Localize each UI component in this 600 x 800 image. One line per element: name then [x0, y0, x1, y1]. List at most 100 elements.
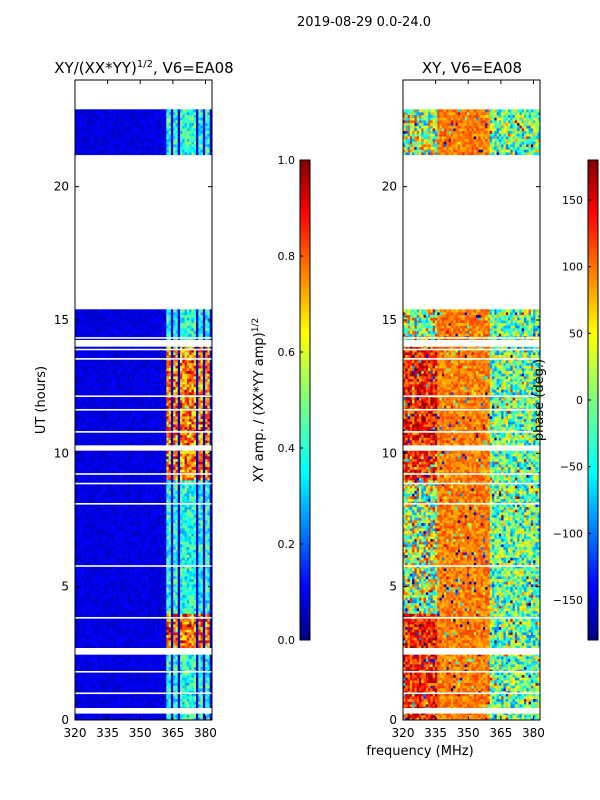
- heatmap-cell: [107, 680, 110, 683]
- heatmap-cell: [166, 661, 169, 664]
- heatmap-cell: [182, 613, 185, 616]
- heatmap-cell: [196, 632, 199, 635]
- heatmap-cell: [189, 656, 192, 659]
- heatmap-cell: [180, 664, 183, 667]
- heatmap-cell: [132, 632, 135, 635]
- heatmap-cell: [146, 637, 149, 640]
- heatmap-cell: [132, 624, 135, 627]
- heatmap-cell: [96, 627, 99, 630]
- heatmap-cell: [205, 637, 208, 640]
- heatmap-cell: [77, 624, 80, 627]
- heatmap-cell: [121, 656, 124, 659]
- heatmap-cell: [144, 619, 147, 622]
- heatmap-cell: [164, 656, 167, 659]
- heatmap-cell: [82, 688, 85, 691]
- heatmap-cell: [128, 656, 131, 659]
- heatmap-cell: [180, 627, 183, 630]
- heatmap-cell: [159, 683, 162, 686]
- heatmap-cell: [185, 715, 188, 718]
- heatmap-cell: [194, 715, 197, 718]
- heatmap-cell: [132, 704, 135, 707]
- heatmap-cell: [171, 621, 174, 624]
- heatmap-cell: [98, 688, 101, 691]
- heatmap-cell: [180, 715, 183, 718]
- heatmap-cell: [132, 627, 135, 630]
- heatmap-cell: [141, 685, 144, 688]
- heatmap-cell: [137, 659, 140, 662]
- heatmap-cell: [128, 632, 131, 635]
- heatmap-cell: [98, 704, 101, 707]
- heatmap-cell: [148, 664, 151, 667]
- heatmap-cell: [114, 627, 117, 630]
- heatmap-cell: [132, 664, 135, 667]
- heatmap-cell: [164, 624, 167, 627]
- heatmap-cell: [89, 619, 92, 622]
- heatmap-cell: [80, 656, 83, 659]
- heatmap-cell: [98, 664, 101, 667]
- heatmap-cell: [153, 627, 156, 630]
- heatmap-cell: [187, 683, 190, 686]
- heatmap-cell: [134, 629, 137, 632]
- heatmap-cell: [171, 629, 174, 632]
- heatmap-cell: [77, 635, 80, 638]
- heatmap-cell: [157, 629, 160, 632]
- heatmap-cell: [171, 611, 174, 614]
- heatmap-cell: [185, 667, 188, 670]
- heatmap-cell: [93, 611, 96, 614]
- heatmap-cell: [164, 629, 167, 632]
- heatmap-cell: [159, 696, 162, 699]
- heatmap-cell: [114, 619, 117, 622]
- heatmap-cell: [201, 683, 204, 686]
- heatmap-cell: [130, 667, 133, 670]
- heatmap-cell: [175, 643, 178, 646]
- heatmap-cell: [128, 701, 131, 704]
- heatmap-cell: [114, 613, 117, 616]
- heatmap-cell: [105, 632, 108, 635]
- heatmap-cell: [132, 699, 135, 702]
- heatmap-cell: [178, 637, 181, 640]
- heatmap-cell: [201, 677, 204, 680]
- heatmap-cell: [112, 688, 115, 691]
- heatmap-cell: [189, 640, 192, 643]
- heatmap-cell: [109, 675, 112, 678]
- heatmap-cell: [182, 635, 185, 638]
- heatmap-cell: [150, 704, 153, 707]
- heatmap-cell: [191, 645, 194, 648]
- heatmap-cell: [137, 680, 140, 683]
- heatmap-cell: [80, 608, 83, 611]
- heatmap-cell: [205, 632, 208, 635]
- heatmap-cell: [207, 643, 210, 646]
- heatmap-cell: [162, 635, 165, 638]
- heatmap-cell: [121, 677, 124, 680]
- heatmap-cell: [128, 715, 131, 718]
- heatmap-cell: [173, 632, 176, 635]
- heatmap-cell: [182, 632, 185, 635]
- heatmap-cell: [84, 667, 87, 670]
- heatmap-cell: [178, 683, 181, 686]
- heatmap-cell: [139, 664, 142, 667]
- heatmap-cell: [107, 632, 110, 635]
- heatmap-cell: [77, 621, 80, 624]
- heatmap-cell: [189, 664, 192, 667]
- heatmap-cell: [107, 629, 110, 632]
- heatmap-cell: [91, 645, 94, 648]
- heatmap-cell: [84, 645, 87, 648]
- heatmap-cell: [198, 683, 201, 686]
- heatmap-cell: [185, 685, 188, 688]
- heatmap-cell: [201, 640, 204, 643]
- heatmap-cell: [194, 656, 197, 659]
- heatmap-cell: [191, 659, 194, 662]
- heatmap-cell: [162, 664, 165, 667]
- heatmap-cell: [144, 640, 147, 643]
- heatmap-cell: [91, 627, 94, 630]
- heatmap-cell: [134, 680, 137, 683]
- heatmap-cell: [164, 688, 167, 691]
- heatmap-cell: [187, 627, 190, 630]
- heatmap-cell: [102, 699, 105, 702]
- heatmap-cell: [100, 683, 103, 686]
- heatmap-cell: [80, 683, 83, 686]
- heatmap-cell: [130, 656, 133, 659]
- heatmap-cell: [178, 659, 181, 662]
- heatmap-cell: [146, 664, 149, 667]
- heatmap-cell: [148, 635, 151, 638]
